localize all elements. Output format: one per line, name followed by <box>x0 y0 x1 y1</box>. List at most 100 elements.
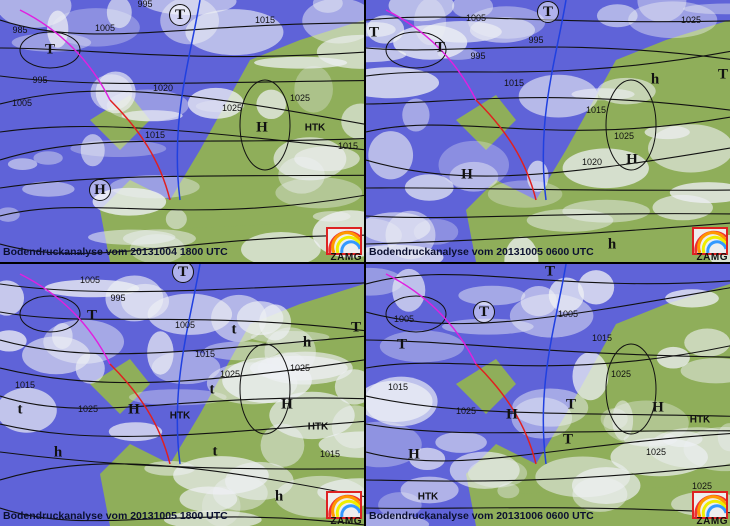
isobar-value: 1025 <box>645 447 667 457</box>
isobar-value: 1005 <box>11 98 33 108</box>
isobar-value: 1005 <box>174 320 196 330</box>
isobar-value: 1005 <box>94 23 116 33</box>
pressure-system-label: h <box>53 444 63 461</box>
isobar-value: 1015 <box>144 130 166 140</box>
isobar-line <box>0 194 364 217</box>
isobar-line <box>366 464 730 482</box>
pressure-system-label: H <box>281 396 293 413</box>
isobar-line <box>366 116 730 133</box>
pressure-system-label: h <box>274 488 284 505</box>
isobar-value: 1025 <box>691 481 713 491</box>
isobar-line <box>0 507 364 526</box>
isobar-line <box>0 420 364 437</box>
warm-front <box>109 99 171 201</box>
pressure-system-label: t <box>231 321 237 338</box>
occluded-front <box>19 9 111 101</box>
pressure-system-label: HTK <box>169 410 191 422</box>
isobar-line <box>366 16 730 23</box>
pressure-system-label: H <box>128 401 140 418</box>
isobar-line <box>0 335 364 355</box>
pressure-system-label: t <box>212 443 218 460</box>
isobar-value: 1025 <box>219 369 241 379</box>
pressure-system-label: h <box>302 334 312 351</box>
isobar-line <box>366 46 730 60</box>
isobar-value: 1025 <box>613 131 635 141</box>
isobar-value: 1005 <box>79 275 101 285</box>
pressure-system-label: HTK <box>307 421 329 433</box>
pressure-system-label: t <box>209 381 215 398</box>
isobar-line <box>366 50 730 77</box>
satellite-image <box>366 264 730 526</box>
pressure-system-label: T <box>434 39 446 56</box>
pressure-system-label: H <box>89 179 111 201</box>
pressure-system-label: T <box>544 264 556 280</box>
occluded-front <box>385 273 477 365</box>
isobar-line <box>0 90 364 125</box>
isobar-value: 1015 <box>319 449 341 459</box>
isobar-value: 1005 <box>465 13 487 23</box>
satellite-image <box>0 264 364 526</box>
isobar-value: 1020 <box>581 157 603 167</box>
isobar-line <box>366 287 730 325</box>
pressure-system-label: H <box>461 166 473 183</box>
isobar-line <box>0 125 364 151</box>
pressure-system-label: HTK <box>417 491 439 503</box>
isobar-value: 1025 <box>289 363 311 373</box>
pressure-system-label: T <box>350 319 362 336</box>
analysis-map-panel: T T H HTK H 985 995 1005 1005 995 1015 1020 1025 1015… <box>0 0 364 262</box>
cold-front <box>542 0 567 201</box>
pressure-system-label: T <box>562 431 574 448</box>
isobar-line <box>366 345 730 369</box>
isobar-value: 995 <box>470 51 486 61</box>
pressure-system-label: HTK <box>689 414 711 426</box>
isobar-value: 1025 <box>680 15 702 25</box>
occluded-front <box>385 9 477 101</box>
isobar-line <box>0 395 364 409</box>
zamg-logo: ZAMG <box>326 227 362 262</box>
isobar-line <box>366 97 730 111</box>
isobar-value: 995 <box>32 75 48 85</box>
isobar-value: 1005 <box>557 309 579 319</box>
satellite-image <box>366 0 730 262</box>
pressure-system-label: H <box>256 119 268 136</box>
isobar-line <box>366 222 730 245</box>
pressure-system-label: h <box>650 71 660 88</box>
pressure-system-label: t <box>17 401 23 418</box>
isobar-line <box>366 274 730 285</box>
isobar-line <box>366 339 730 358</box>
pressure-system-label: H <box>626 151 638 168</box>
pressure-system-label: H <box>506 406 518 423</box>
analysis-map-panel: T T T H T H HTK T H HTK 1005 1005 1015 1015 1025 1025 10… <box>366 264 730 526</box>
map-caption: Bodendruckanalyse vom 20131005 1800 UTC <box>3 510 228 522</box>
map-caption: Bodendruckanalyse vom 20131006 0600 UTC <box>369 510 594 522</box>
warm-front <box>475 99 537 201</box>
isobar-line <box>0 311 364 332</box>
isobar-value: 1025 <box>455 406 477 416</box>
isobar-line <box>366 187 730 191</box>
isobar-line <box>366 423 730 434</box>
isobar-value: 1015 <box>591 333 613 343</box>
cold-front <box>176 264 201 465</box>
pressure-system-label: T <box>396 336 408 353</box>
cold-front <box>542 264 567 465</box>
pressure-system-label: T <box>86 307 98 324</box>
zamg-logo: ZAMG <box>692 491 728 526</box>
isobar-value: 1015 <box>503 78 525 88</box>
isobar-value: 995 <box>137 0 153 9</box>
pressure-system-label: T <box>565 396 577 413</box>
isobar-line <box>0 174 364 189</box>
isobar-value: 1015 <box>194 349 216 359</box>
isobar-line <box>366 213 730 219</box>
map-caption: Bodendruckanalyse vom 20131004 1800 UTC <box>3 246 228 258</box>
isobar-value: 1025 <box>221 103 243 113</box>
pressure-system-label: T <box>717 66 729 83</box>
isobar-value: 1020 <box>152 83 174 93</box>
isobar-value: 1005 <box>393 314 415 324</box>
isobar-value: 1015 <box>337 141 359 151</box>
zamg-logo: ZAMG <box>692 227 728 262</box>
isobar-line <box>366 395 730 417</box>
isobar-value: 1025 <box>77 404 99 414</box>
